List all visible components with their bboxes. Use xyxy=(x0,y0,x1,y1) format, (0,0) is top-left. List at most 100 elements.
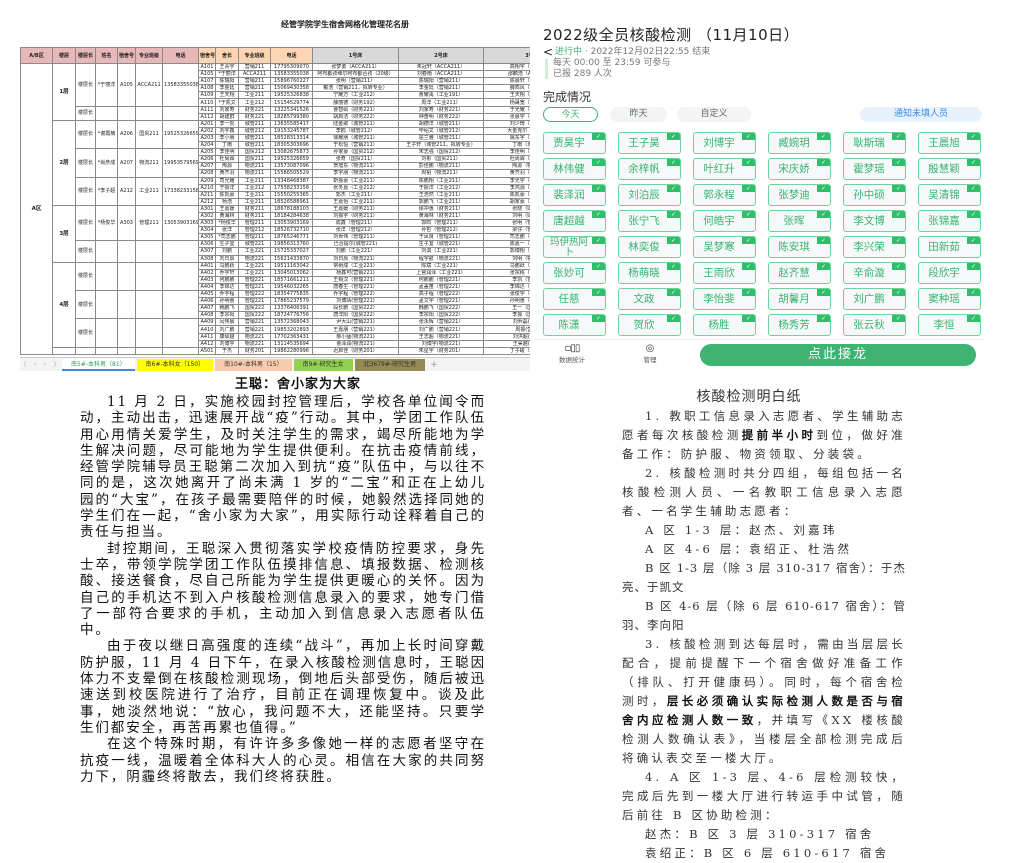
cell: 陈瑞阳 xyxy=(215,77,239,86)
check-icon: ✓ xyxy=(892,263,905,270)
member-chip[interactable]: 王雨欣 ✓ xyxy=(693,262,756,284)
member-chip[interactable]: 吴梦寒 ✓ xyxy=(693,236,756,258)
member-chip[interactable]: 唐超越 ✓ xyxy=(543,210,606,232)
member-chip[interactable]: 林奕俊 ✓ xyxy=(618,236,681,258)
member-chip[interactable]: 郭永程 ✓ xyxy=(693,184,756,206)
member-chip[interactable]: 杨胜 ✓ xyxy=(693,314,756,336)
member-chip[interactable]: 刘广鹏 ✓ xyxy=(843,288,906,310)
first-sheet-icon[interactable]: ⟨ xyxy=(23,361,27,368)
cell: 国贸211 xyxy=(238,155,271,164)
member-chip[interactable]: 杨秀芳 ✓ xyxy=(768,314,831,336)
floor-leader-name: *于丽洋 xyxy=(95,63,118,107)
relay-button[interactable]: 点此接龙 xyxy=(700,344,976,366)
check-icon: ✓ xyxy=(592,237,605,244)
member-chip[interactable]: 余梓帆 ✓ xyxy=(618,158,681,180)
cell: 刘家寿（财务221） xyxy=(398,105,484,114)
notify-unfilled-button[interactable]: 通知未填人员 xyxy=(860,107,982,122)
filter-today[interactable]: 今天 xyxy=(543,107,598,122)
sheet-tab[interactable]: 南6#-本科女（150） xyxy=(136,358,214,371)
floor-leader-class xyxy=(135,261,163,292)
filter-custom[interactable]: 自定义 xyxy=(677,107,751,122)
cell: 管理221 xyxy=(238,297,271,306)
cell: 李宗阳 xyxy=(215,311,239,320)
member-chip[interactable]: 张晖 ✓ xyxy=(768,210,831,232)
member-chip[interactable]: 辛俞漩 ✓ xyxy=(843,262,906,284)
member-chip[interactable]: 张云秋 ✓ xyxy=(843,314,906,336)
member-chip[interactable]: 胡馨月 ✓ xyxy=(768,288,831,310)
add-sheet-button[interactable]: + xyxy=(430,359,438,370)
member-chip[interactable]: 李怡斐 ✓ xyxy=(693,288,756,310)
cell: 黄海林 xyxy=(215,211,239,221)
member-chip[interactable]: 宋庆娇 ✓ xyxy=(768,158,831,180)
cell: 刘博靖(管理221) xyxy=(312,297,399,306)
member-chip[interactable]: 何皓宇 ✓ xyxy=(693,210,756,232)
member-chip[interactable]: 李兴荣 ✓ xyxy=(843,236,906,258)
cell: 工业212 xyxy=(238,98,271,107)
member-chip[interactable]: 陈安琪 ✓ xyxy=(768,236,831,258)
member-chip[interactable]: 吴清锦 ✓ xyxy=(918,184,981,206)
cell: 陈凯豪 xyxy=(215,190,239,199)
member-chip[interactable]: 赵齐慧 ✓ xyxy=(768,262,831,284)
member-chip[interactable]: 段欣宇 ✓ xyxy=(918,262,981,284)
table-row: 楼层长 *尚彦成 A207 物流211 19953579569 A205 李佳明 国贸212 1… xyxy=(21,148,530,178)
member-chip[interactable]: 任慈 ✓ xyxy=(543,288,606,310)
sheet-tab[interactable]: 南9#-研究生女 xyxy=(293,358,353,371)
member-chip[interactable]: 贺欣 ✓ xyxy=(618,314,681,336)
cell: 营销221 xyxy=(238,325,271,334)
cell: 司志鹏（管理211） xyxy=(483,233,530,242)
member-chip[interactable]: 王子昊 ✓ xyxy=(618,132,681,154)
member-chip[interactable]: 霍梦瑶 ✓ xyxy=(843,158,906,180)
member-chip[interactable]: 刘泊辰 ✓ xyxy=(618,184,681,206)
member-name: 贾昊宇 xyxy=(553,137,585,149)
member-chip[interactable]: 文政 ✓ xyxy=(618,288,681,310)
cell: A301 xyxy=(198,204,216,213)
member-chip[interactable]: 耿斯瑞 ✓ xyxy=(843,132,906,154)
cell: 刘彬（国贸211） xyxy=(398,155,484,164)
cell: 国贸222 xyxy=(238,304,271,313)
filter-yesterday[interactable]: 昨天 xyxy=(610,107,667,122)
cell: 财务221 xyxy=(238,105,271,114)
prev-sheet-icon[interactable]: ‹ xyxy=(33,361,37,368)
member-chip[interactable]: 贾昊宇 ✓ xyxy=(543,132,606,154)
member-chip[interactable]: 李恒 ✓ xyxy=(918,314,981,336)
sheet-tab[interactable]: 北3679#-研究生男 xyxy=(354,358,426,371)
cell: 17865237579 xyxy=(270,297,313,306)
cell: 薛鸣风（营销211） xyxy=(483,84,530,93)
member-chip[interactable]: 张妙可 ✓ xyxy=(543,262,606,284)
cell: A304 xyxy=(198,226,216,235)
floor-leader-phone xyxy=(162,318,199,348)
next-sheet-icon[interactable]: › xyxy=(43,361,47,368)
group-line: A 区 1-3 层：赵杰、刘嘉玮 xyxy=(645,523,838,537)
member-chip[interactable]: 张宁飞 ✓ xyxy=(618,210,681,232)
member-chip[interactable]: 叶红升 ✓ xyxy=(693,158,756,180)
member-chip[interactable]: 孙中硕 ✓ xyxy=(843,184,906,206)
member-chip[interactable]: 刘博宇 ✓ xyxy=(693,132,756,154)
last-sheet-icon[interactable]: ⟩ xyxy=(53,361,57,368)
member-chip[interactable]: 臧婉玥 ✓ xyxy=(768,132,831,154)
member-chip[interactable]: 玛伊热阿卜 ✓ xyxy=(543,236,606,258)
cell: 工业221 xyxy=(238,261,271,270)
check-icon: ✓ xyxy=(742,237,755,244)
member-chip[interactable]: 田新茹 ✓ xyxy=(918,236,981,258)
floor-cell: 4层 xyxy=(52,261,76,348)
member-chip[interactable]: 窦种瑶 ✓ xyxy=(918,288,981,310)
stats-button[interactable]: ▫▯▯ 数据统计 xyxy=(547,343,597,364)
sheet-tab[interactable]: 南5#-本科男（81） xyxy=(62,358,135,371)
sheet-tab[interactable]: 南10#-本科男（15） xyxy=(215,358,292,371)
cell: 朱星宇（财务201） xyxy=(398,346,484,355)
member-chip[interactable]: 李文博 ✓ xyxy=(843,210,906,232)
member-chip[interactable]: 林伟健 ✓ xyxy=(543,158,606,180)
cell: 于凤良（管理211） xyxy=(398,233,484,242)
manage-label: 管理 xyxy=(643,356,657,364)
member-chip[interactable]: 裴泽润 ✓ xyxy=(543,184,606,206)
member-chip[interactable]: 王晨旭 ✓ xyxy=(918,132,981,154)
member-chip[interactable]: 张梦迪 ✓ xyxy=(768,184,831,206)
member-chip[interactable]: 殷慧颖 ✓ xyxy=(918,158,981,180)
floor-leader-phone xyxy=(162,289,199,320)
manage-button[interactable]: ◎ 管理 xyxy=(630,343,670,364)
back-icon[interactable]: < xyxy=(543,45,554,59)
cell: 司光耀 xyxy=(215,176,239,185)
member-chip[interactable]: 杨萌晓 ✓ xyxy=(618,262,681,284)
member-chip[interactable]: 陈潇 ✓ xyxy=(543,314,606,336)
member-chip[interactable]: 张锦嘉 ✓ xyxy=(918,210,981,232)
